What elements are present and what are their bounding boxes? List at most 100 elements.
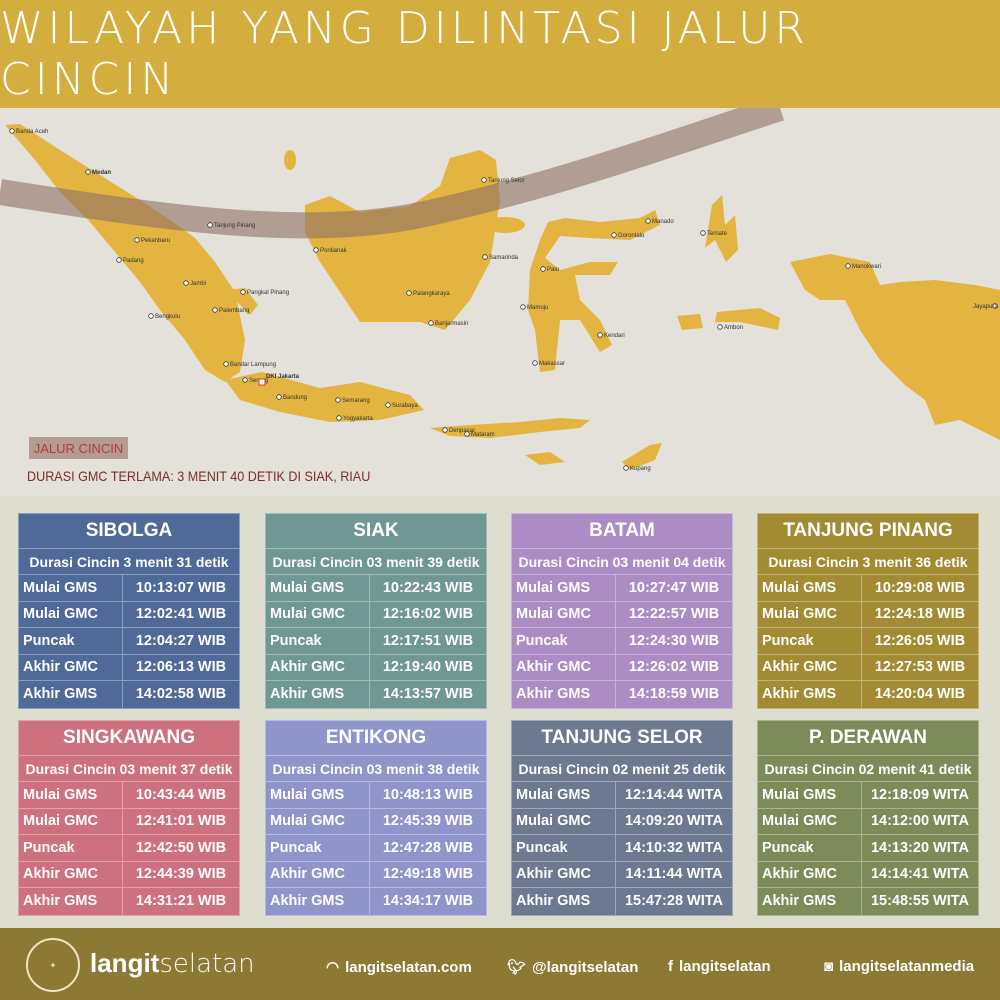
city-label: Tanjung Pinang bbox=[214, 223, 255, 229]
table-row: Puncak 14:13:20 WITA bbox=[758, 835, 978, 862]
facebook-text: langitselatan bbox=[679, 958, 771, 975]
location-name: TANJUNG PINANG bbox=[758, 514, 978, 549]
phase-label: Akhir GMS bbox=[19, 681, 123, 708]
city-label: Jayapura bbox=[973, 304, 998, 310]
seram bbox=[715, 308, 780, 330]
city-label: Gorontalo bbox=[618, 233, 645, 239]
location-card: TANJUNG PINANG Durasi Cincin 3 menit 36 d… bbox=[757, 513, 979, 709]
city-marker bbox=[645, 218, 651, 224]
table-row: Mulai GMC 12:24:18 WIB bbox=[758, 601, 978, 628]
phase-time: 14:12:00 WITA bbox=[870, 813, 970, 830]
twitter-text: @langitselatan bbox=[532, 958, 639, 976]
brand-name: langitselatan bbox=[90, 948, 255, 979]
ring-path-band bbox=[0, 108, 784, 239]
phase-time: 12:26:02 WIB bbox=[628, 659, 720, 676]
city-label: Surabaya bbox=[392, 403, 418, 409]
city-label: Yogyakarta bbox=[343, 416, 373, 422]
city-label: Banda Aceh bbox=[16, 129, 48, 135]
ring-duration: Durasi Cincin 3 menit 31 detik bbox=[19, 549, 239, 575]
table-row: Akhir GMS 14:02:58 WIB bbox=[19, 681, 239, 708]
phase-label: Puncak bbox=[266, 835, 370, 861]
phase-label: Akhir GMS bbox=[266, 681, 370, 708]
phase-time: 14:09:20 WITA bbox=[624, 813, 724, 830]
phase-time: 12:47:28 WIB bbox=[382, 839, 474, 856]
borneo bbox=[305, 150, 500, 330]
table-row: Mulai GMC 14:12:00 WITA bbox=[758, 808, 978, 835]
island bbox=[485, 217, 525, 233]
city-label: Manado bbox=[652, 219, 674, 225]
table-row: Puncak 14:10:32 WITA bbox=[512, 835, 732, 862]
phase-time: 15:47:28 WITA bbox=[624, 893, 724, 910]
city-marker bbox=[240, 289, 246, 295]
phase-label: Mulai GMC bbox=[758, 601, 862, 627]
location-card: TANJUNG SELOR Durasi Cincin 02 menit 25 d… bbox=[511, 720, 733, 916]
phase-label: Akhir GMS bbox=[512, 888, 616, 915]
phase-label: Mulai GMC bbox=[512, 808, 616, 834]
phase-label: Puncak bbox=[266, 628, 370, 654]
facebook-link[interactable]: f langitselatan bbox=[668, 958, 771, 975]
table-row: Puncak 12:17:51 WIB bbox=[266, 628, 486, 655]
phase-time: 10:43:44 WIB bbox=[135, 786, 227, 803]
city-marker bbox=[406, 290, 412, 296]
table-row: Akhir GMC 14:14:41 WITA bbox=[758, 861, 978, 888]
phase-time: 14:31:21 WIB bbox=[135, 893, 227, 910]
city-marker bbox=[242, 377, 248, 383]
website-link[interactable]: ◠ langitselatan.com bbox=[326, 958, 472, 977]
city-label: Denpasar bbox=[449, 428, 475, 434]
city-marker bbox=[223, 361, 229, 367]
table-row: Mulai GMS 12:14:44 WITA bbox=[512, 782, 732, 809]
phase-label: Akhir GMS bbox=[19, 888, 123, 915]
phase-time: 12:16:02 WIB bbox=[382, 606, 474, 623]
phase-time: 14:11:44 WITA bbox=[625, 866, 723, 883]
city-marker bbox=[336, 415, 342, 421]
phase-label: Akhir GMC bbox=[512, 654, 616, 680]
website-text: langitselatan.com bbox=[345, 958, 472, 976]
city-label: Kupang bbox=[630, 466, 651, 472]
phase-label: Mulai GMC bbox=[266, 808, 370, 834]
city-label: Padang bbox=[123, 258, 144, 264]
phase-label: Akhir GMC bbox=[512, 861, 616, 887]
longest-duration-note: DURASI GMC TERLAMA: 3 MENIT 40 DETIK DI … bbox=[27, 468, 371, 484]
location-card: ENTIKONG Durasi Cincin 03 menit 38 detik M… bbox=[265, 720, 487, 916]
location-card: BATAM Durasi Cincin 03 menit 04 detik Mula… bbox=[511, 513, 733, 709]
ring-duration: Durasi Cincin 02 menit 41 detik bbox=[758, 756, 978, 782]
city-label: Ternate bbox=[707, 231, 728, 237]
location-name: P. DERAWAN bbox=[758, 721, 978, 756]
langitselatan-logo: ✦ bbox=[26, 938, 80, 992]
city-label: Mamuju bbox=[527, 305, 548, 311]
phase-label: Puncak bbox=[19, 628, 123, 654]
city-label: Pontianak bbox=[320, 248, 348, 254]
city-label: Samarinda bbox=[489, 255, 519, 261]
phase-time: 12:04:27 WIB bbox=[135, 632, 227, 649]
city-label: Pekanbaru bbox=[141, 238, 170, 244]
instagram-link[interactable]: ◙ langitselatanmedia bbox=[824, 958, 974, 975]
location-card: SINGKAWANG Durasi Cincin 03 menit 37 deti… bbox=[18, 720, 240, 916]
table-row: Mulai GMS 12:18:09 WITA bbox=[758, 782, 978, 809]
phase-time: 12:24:30 WIB bbox=[628, 632, 720, 649]
phase-time: 14:20:04 WIB bbox=[874, 686, 966, 703]
table-row: Mulai GMC 12:41:01 WIB bbox=[19, 808, 239, 835]
twitter-link[interactable]: 🐦︎ @langitselatan bbox=[507, 958, 639, 977]
table-row: Mulai GMC 12:02:41 WIB bbox=[19, 601, 239, 628]
phase-time: 14:34:17 WIB bbox=[382, 893, 474, 910]
brand-light: selatan bbox=[159, 949, 255, 979]
phase-label: Mulai GMC bbox=[19, 808, 123, 834]
buru bbox=[677, 314, 703, 330]
halmahera bbox=[705, 195, 738, 262]
city-marker bbox=[992, 303, 998, 309]
phase-label: Puncak bbox=[19, 835, 123, 861]
indonesia-map: Banda Aceh Medan Tanjung Pinang Pekanbaru Pa… bbox=[0, 108, 1000, 472]
table-row: Mulai GMS 10:22:43 WIB bbox=[266, 575, 486, 602]
phase-time: 12:26:05 WIB bbox=[874, 632, 966, 649]
phase-label: Mulai GMS bbox=[266, 575, 370, 601]
island bbox=[284, 150, 296, 170]
table-row: Mulai GMC 14:09:20 WITA bbox=[512, 808, 732, 835]
land bbox=[5, 124, 1000, 470]
instagram-text: langitselatanmedia bbox=[839, 958, 975, 975]
timor bbox=[622, 443, 662, 470]
table-row: Akhir GMC 12:06:13 WIB bbox=[19, 654, 239, 681]
phase-label: Puncak bbox=[512, 628, 616, 654]
page-title: WILAYAH YANG DILINTASI JALUR CINCIN bbox=[0, 3, 809, 105]
city-marker bbox=[183, 280, 189, 286]
city-marker bbox=[540, 266, 546, 272]
